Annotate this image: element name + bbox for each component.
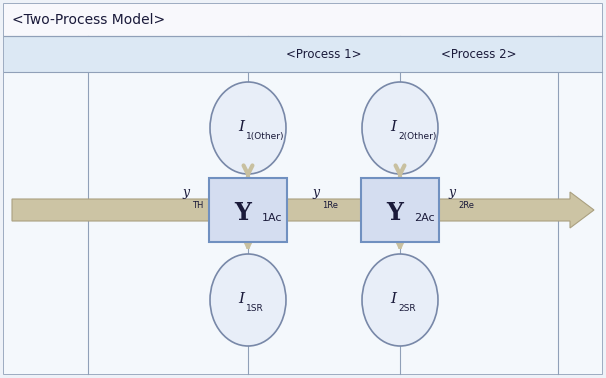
Ellipse shape [210, 82, 286, 174]
Text: I: I [238, 292, 244, 306]
FancyBboxPatch shape [4, 4, 602, 374]
Text: 2Re: 2Re [458, 201, 474, 210]
Text: 1Re: 1Re [322, 201, 338, 210]
Ellipse shape [210, 254, 286, 346]
Text: 2(Other): 2(Other) [398, 132, 436, 141]
Text: 2SR: 2SR [398, 304, 416, 313]
Text: <Two-Process Model>: <Two-Process Model> [12, 13, 165, 27]
Ellipse shape [362, 254, 438, 346]
FancyBboxPatch shape [209, 178, 287, 242]
Text: 2Ac: 2Ac [414, 213, 435, 223]
Text: I: I [238, 120, 244, 134]
Text: <Process 1>: <Process 1> [286, 48, 362, 60]
Text: I: I [390, 120, 396, 134]
Text: TH: TH [192, 201, 204, 210]
Text: Y: Y [235, 201, 251, 225]
Text: y: y [313, 186, 320, 199]
Polygon shape [12, 192, 594, 228]
Text: 1SR: 1SR [246, 304, 264, 313]
Text: 1(Other): 1(Other) [246, 132, 284, 141]
Text: Y: Y [387, 201, 404, 225]
Ellipse shape [362, 82, 438, 174]
FancyBboxPatch shape [4, 36, 602, 72]
FancyBboxPatch shape [361, 178, 439, 242]
Text: <Process 2>: <Process 2> [441, 48, 517, 60]
Text: I: I [390, 292, 396, 306]
Text: y: y [449, 186, 456, 199]
FancyBboxPatch shape [4, 72, 602, 374]
Text: 1Ac: 1Ac [262, 213, 282, 223]
Text: y: y [183, 186, 190, 199]
FancyBboxPatch shape [4, 4, 602, 36]
